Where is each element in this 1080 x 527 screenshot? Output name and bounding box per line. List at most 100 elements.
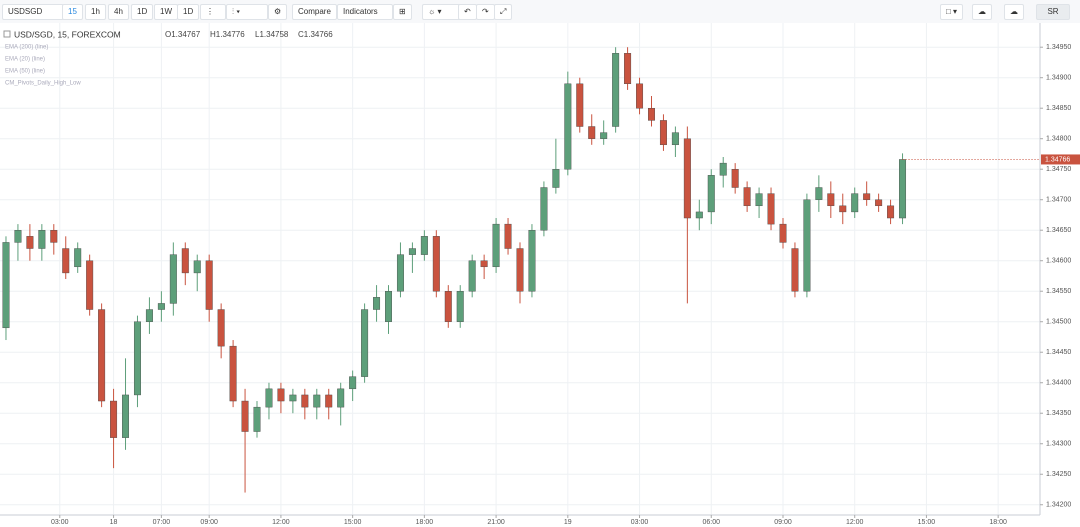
study-label: EMA (50) (line) bbox=[5, 69, 45, 75]
interval-menu[interactable]: ⋮ ▾ bbox=[200, 4, 226, 30]
candle-body bbox=[863, 193, 871, 200]
candle-body bbox=[779, 223, 787, 243]
candle-body bbox=[50, 230, 58, 243]
interval-button[interactable]: 15 bbox=[62, 4, 83, 20]
candle-body bbox=[62, 248, 70, 274]
candle-body bbox=[743, 187, 751, 207]
alert-button[interactable]: ☼ ▾ bbox=[422, 4, 462, 20]
candle-body bbox=[600, 132, 608, 139]
study-label: CM_Pivots_Daily_High_Low bbox=[5, 81, 81, 87]
candle-body bbox=[659, 120, 667, 146]
candle-body bbox=[349, 376, 357, 390]
layout-button[interactable]: □ ▾ bbox=[940, 4, 964, 20]
candle-body bbox=[2, 242, 10, 329]
interval-button[interactable]: 4h bbox=[108, 4, 129, 20]
candle-body bbox=[480, 260, 488, 268]
settings-button[interactable]: ⚙ bbox=[268, 4, 288, 20]
candle-body bbox=[683, 138, 691, 219]
candle-body bbox=[528, 230, 536, 292]
candle-body bbox=[420, 236, 428, 255]
candle-body bbox=[815, 187, 823, 200]
save-button[interactable]: ☁ bbox=[1004, 4, 1024, 20]
y-tick-label: 1.34300 bbox=[1046, 441, 1071, 448]
y-tick-label: 1.34500 bbox=[1046, 319, 1071, 326]
x-tick-label: 18:00 bbox=[989, 519, 1007, 526]
ohlc-close: C1.34766 bbox=[298, 30, 333, 39]
candle-body bbox=[241, 400, 249, 432]
collapse-icon[interactable] bbox=[3, 30, 11, 38]
candle-body bbox=[671, 132, 679, 146]
interval-button[interactable]: 1h bbox=[85, 4, 106, 20]
y-tick-label: 1.34250 bbox=[1046, 471, 1071, 478]
candle-body bbox=[373, 297, 381, 310]
candle-body bbox=[86, 260, 94, 310]
y-tick-label: 1.34350 bbox=[1046, 410, 1071, 417]
candle-body bbox=[229, 345, 237, 402]
candle-body bbox=[313, 394, 321, 408]
x-tick-label: 09:00 bbox=[200, 519, 218, 526]
candle-body bbox=[396, 254, 404, 292]
interval-button[interactable]: 1D bbox=[131, 4, 154, 20]
candle-body bbox=[181, 248, 189, 274]
x-tick-label: 07:00 bbox=[153, 519, 171, 526]
ohlc-open: O1.34767 bbox=[165, 30, 201, 39]
candle-body bbox=[444, 291, 452, 322]
symbol-search[interactable]: USDSGD bbox=[2, 4, 64, 20]
x-tick-label: 18:00 bbox=[416, 519, 434, 526]
last-price-label: 1.34766 bbox=[1045, 156, 1070, 163]
candle-body bbox=[456, 291, 464, 322]
x-tick-label: 19 bbox=[564, 519, 572, 526]
x-tick-label: 15:00 bbox=[344, 519, 362, 526]
candle-body bbox=[169, 254, 177, 304]
compare-button[interactable]: Compare bbox=[292, 4, 337, 20]
redo-button[interactable]: ↷ bbox=[476, 4, 495, 20]
fullscreen-button[interactable]: ⤢ bbox=[494, 4, 513, 20]
interval-button[interactable]: 1W bbox=[154, 4, 178, 20]
candle-body bbox=[707, 175, 715, 213]
candle-body bbox=[217, 309, 225, 347]
indicators-button[interactable]: Indicators bbox=[337, 4, 393, 20]
account-button[interactable]: SR bbox=[1036, 4, 1070, 20]
interval-button[interactable]: 1D bbox=[177, 4, 200, 20]
load-button[interactable]: ☁ bbox=[972, 4, 992, 20]
chart-background bbox=[0, 23, 1080, 527]
chart: USD/SGD, 15, FOREXCOM O1.34767 H1.34776 … bbox=[0, 23, 1080, 527]
y-tick-label: 1.34700 bbox=[1046, 197, 1071, 204]
candle-body bbox=[636, 83, 644, 109]
x-tick-label: 03:00 bbox=[631, 519, 649, 526]
candle-body bbox=[98, 309, 106, 402]
last-price-tag bbox=[1041, 154, 1080, 165]
candle-body bbox=[492, 223, 500, 268]
candle-body bbox=[504, 223, 512, 249]
candle-body bbox=[767, 193, 775, 225]
candle-body bbox=[827, 193, 835, 207]
y-tick-label: 1.34800 bbox=[1046, 136, 1071, 143]
candle-body bbox=[791, 248, 799, 292]
candle-body bbox=[899, 159, 907, 219]
x-tick-label: 15:00 bbox=[918, 519, 936, 526]
y-tick-label: 1.34450 bbox=[1046, 349, 1071, 356]
undo-button[interactable]: ↶ bbox=[458, 4, 477, 20]
candle-body bbox=[516, 248, 524, 292]
candle-body bbox=[193, 260, 201, 274]
candle-body bbox=[468, 260, 476, 292]
study-label: EMA (20) (line) bbox=[5, 57, 45, 63]
candle-body bbox=[337, 388, 345, 408]
candle-body bbox=[277, 388, 285, 402]
chart-style[interactable]: ⫶ ▾ bbox=[226, 4, 268, 20]
candle-body bbox=[145, 309, 153, 322]
candle-body bbox=[289, 394, 297, 402]
candle-body bbox=[540, 187, 548, 231]
candle-body bbox=[576, 83, 584, 127]
y-tick-label: 1.34400 bbox=[1046, 380, 1071, 387]
candle-body bbox=[385, 291, 392, 322]
x-tick-label: 06:00 bbox=[702, 519, 720, 526]
candle-body bbox=[133, 321, 141, 396]
candle-body bbox=[122, 394, 130, 438]
templates-button[interactable]: ⊞ bbox=[393, 4, 412, 20]
candle-body bbox=[157, 303, 165, 310]
candle-body bbox=[325, 394, 333, 408]
y-tick-label: 1.34600 bbox=[1046, 258, 1071, 265]
y-tick-label: 1.34850 bbox=[1046, 105, 1071, 112]
